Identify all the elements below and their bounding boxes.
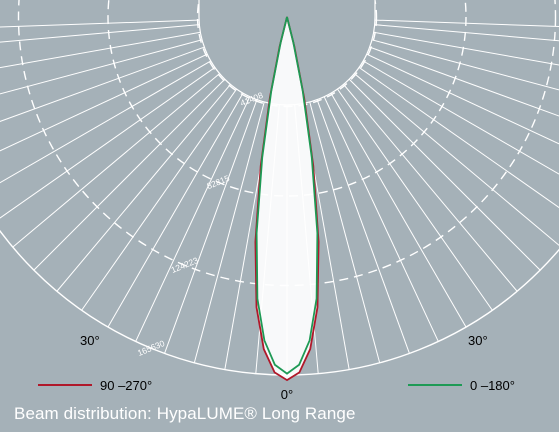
chart-caption: Beam distribution: HypaLUME® Long Range (14, 404, 356, 423)
radial-tick-label: 124223 (170, 255, 200, 275)
legend-label-90-270: 90 –270° (100, 378, 152, 393)
radial-tick-label: 165630 (136, 338, 166, 358)
beam-fill (255, 17, 319, 381)
angle-label-bottom: 0° (281, 387, 293, 402)
angle-label-right: 30° (468, 333, 488, 348)
legend-label-0-180: 0 –180° (470, 378, 515, 393)
series-0-180-curve (255, 16, 319, 375)
angle-label-left: 30° (80, 333, 100, 348)
dashed-circle (107, 0, 467, 197)
radial-tick-label: 82815 (205, 173, 231, 191)
